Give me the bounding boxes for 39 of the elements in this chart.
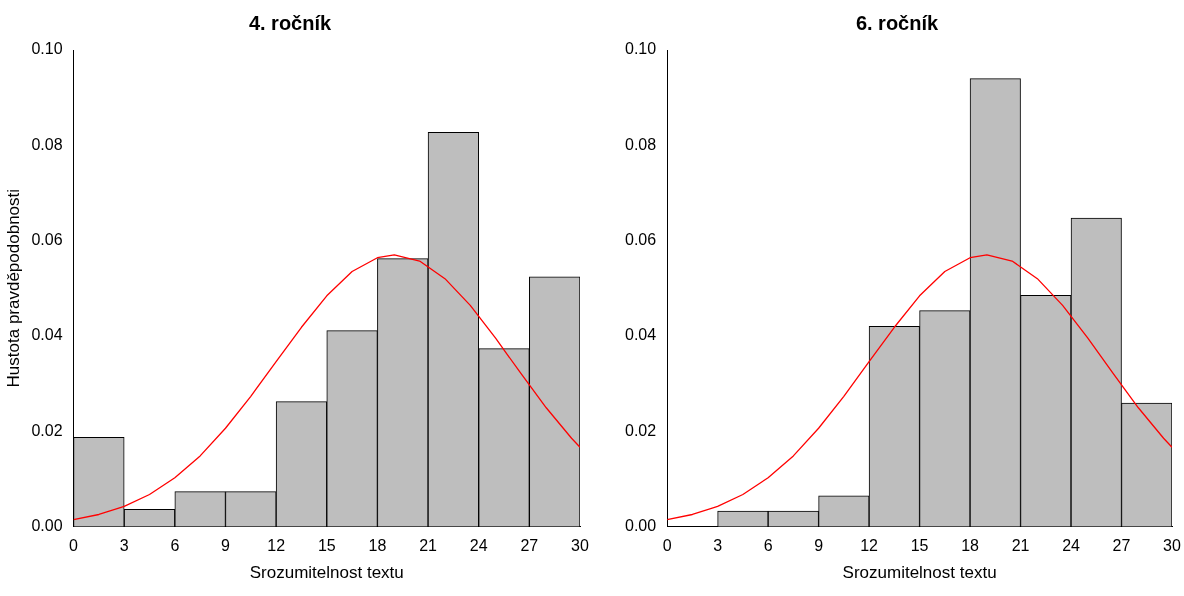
x-tick-label: 30 <box>571 537 589 555</box>
x-tick-label: 3 <box>119 537 129 555</box>
y-tick-label: 0.06 <box>625 230 657 248</box>
x-tick-label: 0 <box>662 537 672 555</box>
y-tick-label: 0.10 <box>31 40 63 58</box>
y-tick-label: 0.00 <box>625 516 657 534</box>
x-tick-label: 15 <box>317 537 336 555</box>
x-tick-label: 21 <box>1011 537 1030 555</box>
y-tick-label: 0.08 <box>31 135 63 153</box>
x-tick-label: 24 <box>1062 537 1081 555</box>
x-tick-label: 12 <box>860 537 879 555</box>
x-tick-label: 6 <box>763 537 773 555</box>
x-tick-label: 27 <box>1112 537 1131 555</box>
x-axis-title: Srozumitelnost textu <box>249 563 404 583</box>
x-tick-label: 6 <box>170 537 180 555</box>
y-tick-label: 0.10 <box>625 40 657 58</box>
x-tick-label: 0 <box>69 537 79 555</box>
y-tick-label: 0.02 <box>31 421 63 439</box>
y-tick-label: 0.04 <box>31 326 63 344</box>
x-tick-label: 24 <box>469 537 488 555</box>
x-tick-label: 3 <box>713 537 723 555</box>
x-tick-label: 15 <box>910 537 929 555</box>
x-tick-label: 9 <box>814 537 824 555</box>
x-tick-label: 9 <box>221 537 231 555</box>
chart-title: 4. ročník <box>248 11 332 34</box>
x-tick-label: 21 <box>419 537 438 555</box>
x-tick-label: 18 <box>961 537 980 555</box>
y-tick-label: 0.02 <box>625 421 657 439</box>
chart-title: 6. ročník <box>855 11 939 34</box>
x-tick-label: 12 <box>267 537 286 555</box>
y-tick-label: 0.04 <box>625 326 657 344</box>
y-tick-label: 0.00 <box>31 516 63 534</box>
y-axis-title: Hustota pravděpodobnosti <box>3 188 23 388</box>
x-tick-label: 30 <box>1163 537 1181 555</box>
y-tick-label: 0.08 <box>625 135 657 153</box>
x-axis-title: Srozumitelnost textu <box>842 563 997 583</box>
y-tick-label: 0.06 <box>31 230 63 248</box>
x-tick-label: 27 <box>520 537 539 555</box>
x-tick-label: 18 <box>368 537 387 555</box>
